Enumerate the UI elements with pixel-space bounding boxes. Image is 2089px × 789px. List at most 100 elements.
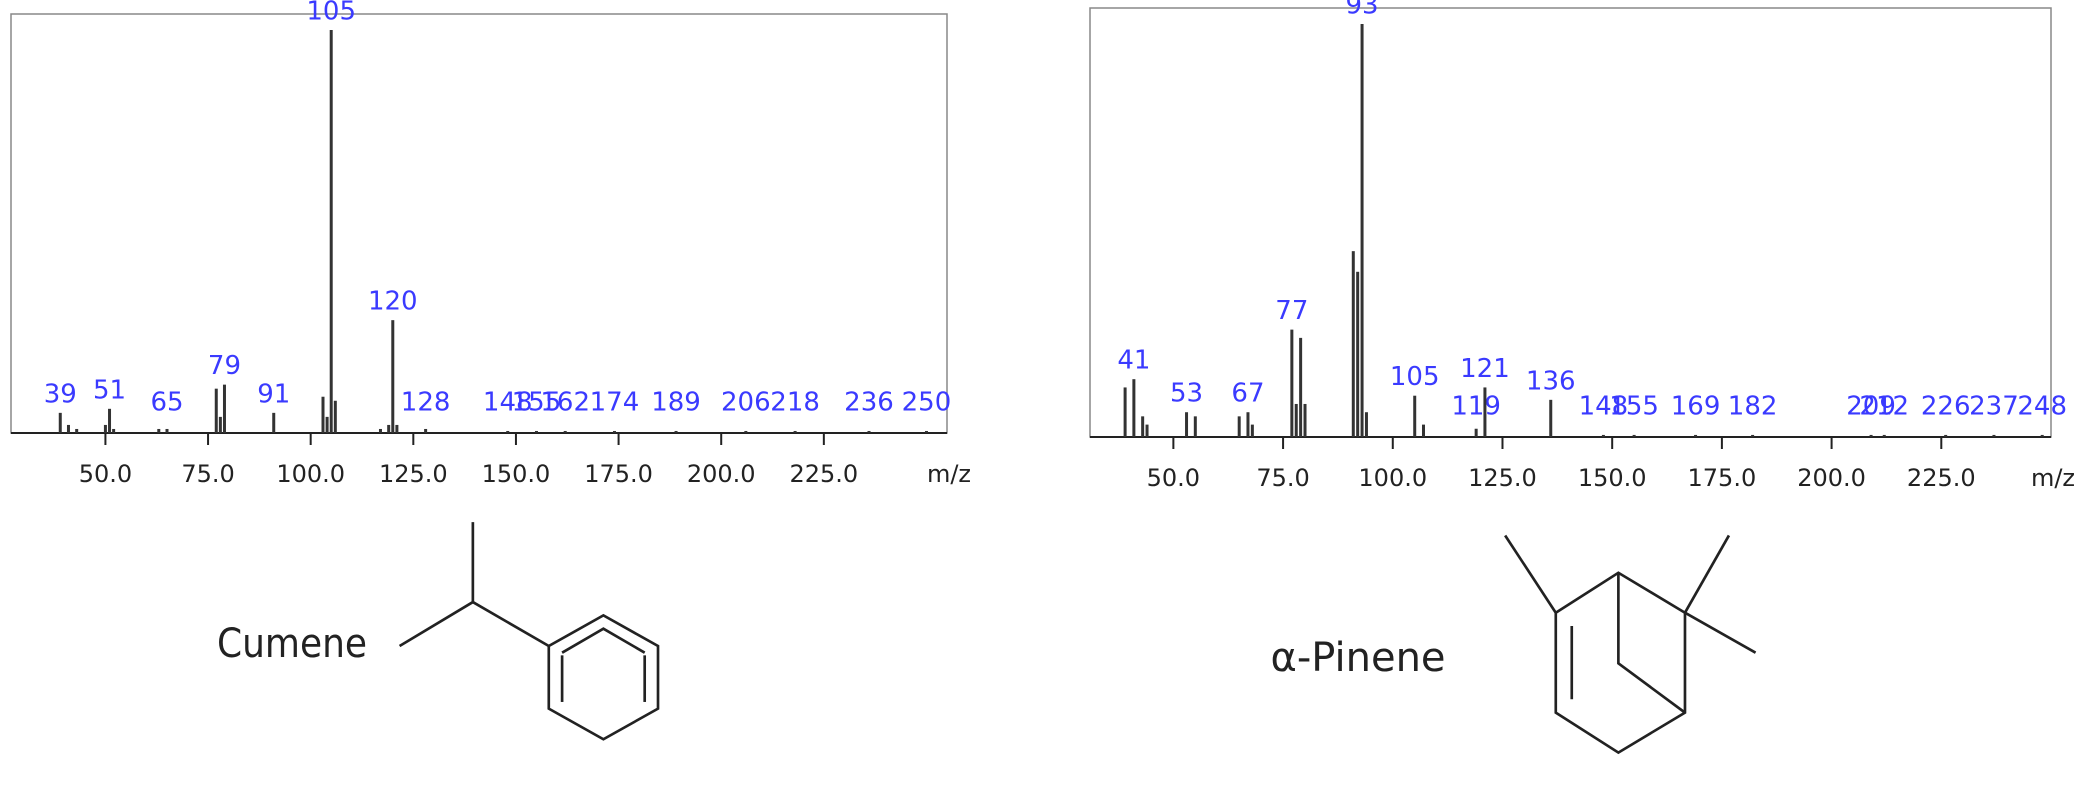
peak: [744, 430, 748, 433]
plot-frame: [10, 13, 948, 434]
peak: [391, 320, 395, 433]
peak: [1303, 403, 1307, 437]
peak-label: 39: [44, 379, 77, 409]
peak-label: 182: [1728, 392, 1778, 422]
pinene-structure: [1504, 534, 1757, 755]
peak: [1290, 329, 1294, 437]
peak: [157, 428, 161, 433]
x-tick-label: 50.0: [1147, 464, 1200, 492]
peak-label: 91: [257, 379, 290, 409]
peak-label: 121: [1460, 354, 1510, 384]
peak: [1632, 434, 1636, 437]
peak: [1944, 434, 1948, 437]
x-tick-label: 50.0: [79, 460, 132, 488]
peak: [1141, 416, 1145, 437]
peak: [1882, 434, 1886, 437]
x-tick-label: 100.0: [1358, 464, 1427, 492]
x-tick-label: 75.0: [1256, 464, 1309, 492]
peak: [1351, 251, 1355, 437]
peak-label: 128: [401, 388, 451, 418]
peak: [1413, 395, 1417, 437]
peak-label: 155: [512, 388, 562, 418]
peak: [1601, 434, 1605, 437]
peak: [321, 396, 325, 433]
peak-label: 120: [368, 287, 418, 317]
peak: [1145, 424, 1149, 437]
peak-label: 162: [540, 388, 590, 418]
peak: [534, 430, 538, 433]
peak: [112, 428, 116, 433]
x-tick-label: 150.0: [1578, 464, 1647, 492]
peak-label: 169: [1671, 392, 1721, 422]
structures: [398, 522, 1757, 755]
peak: [214, 388, 218, 433]
x-tick-label: 175.0: [1688, 464, 1757, 492]
peak: [395, 424, 399, 433]
x-tick-label: 125.0: [379, 460, 448, 488]
x-axis-label: m/z: [927, 460, 971, 488]
peak: [1185, 412, 1189, 437]
peak-label: 250: [902, 388, 952, 418]
peak: [329, 30, 333, 433]
peak: [1246, 412, 1250, 437]
peak: [1294, 403, 1298, 437]
x-tick-label: 200.0: [687, 460, 756, 488]
peak-label: 65: [150, 388, 183, 418]
peak: [75, 428, 79, 433]
peak: [1549, 399, 1553, 437]
x-tick-label: 200.0: [1797, 464, 1866, 492]
peak-label: 236: [844, 388, 894, 418]
peak: [1869, 434, 1873, 437]
peak-label: 189: [651, 388, 701, 418]
peak-label: 77: [1275, 296, 1308, 326]
peak-label: 174: [590, 388, 640, 418]
peak: [1992, 434, 1996, 437]
peak-label: 41: [1117, 346, 1150, 376]
x-tick-label: 175.0: [584, 460, 653, 488]
peak-label: 226: [1921, 392, 1971, 422]
x-tick-label: 225.0: [789, 460, 858, 488]
peak-label: 136: [1526, 366, 1576, 396]
peak-label: 206: [721, 388, 771, 418]
peak-label: 105: [1390, 362, 1440, 392]
peak-label: 155: [1609, 392, 1659, 422]
peak: [1132, 379, 1136, 437]
x-tick-label: 75.0: [181, 460, 234, 488]
peak: [2040, 434, 2044, 437]
compound-name: α-Pinene: [1270, 635, 1445, 681]
peak: [1360, 24, 1364, 437]
x-tick-label: 100.0: [276, 460, 345, 488]
peak-label: 53: [1170, 379, 1203, 409]
peak: [1751, 434, 1755, 437]
x-axis-label: m/z: [2031, 464, 2075, 492]
peak: [793, 430, 797, 433]
compound-name: Cumene: [217, 621, 367, 667]
peak-label: 209: [1846, 392, 1896, 422]
peak: [58, 412, 62, 433]
x-tick-label: 125.0: [1468, 464, 1537, 492]
peak: [1123, 387, 1127, 437]
peak-label: 67: [1231, 379, 1264, 409]
peak-label: 248: [2017, 392, 2067, 422]
peak: [1474, 428, 1478, 437]
peak: [218, 416, 222, 433]
peak: [378, 428, 382, 433]
cumene-structure: [398, 522, 660, 741]
peak: [103, 424, 107, 433]
peak: [165, 428, 169, 433]
peak-label: 148: [1579, 392, 1629, 422]
peak: [674, 430, 678, 433]
peak: [272, 412, 276, 433]
peak-label: 119: [1451, 392, 1501, 422]
peak: [612, 430, 616, 433]
peak: [867, 430, 871, 433]
x-tick-label: 225.0: [1907, 464, 1976, 492]
peak: [1237, 416, 1241, 437]
peak: [1356, 271, 1360, 437]
peak: [108, 408, 112, 433]
peak: [325, 416, 329, 433]
peak: [333, 400, 337, 433]
peak: [563, 430, 567, 433]
